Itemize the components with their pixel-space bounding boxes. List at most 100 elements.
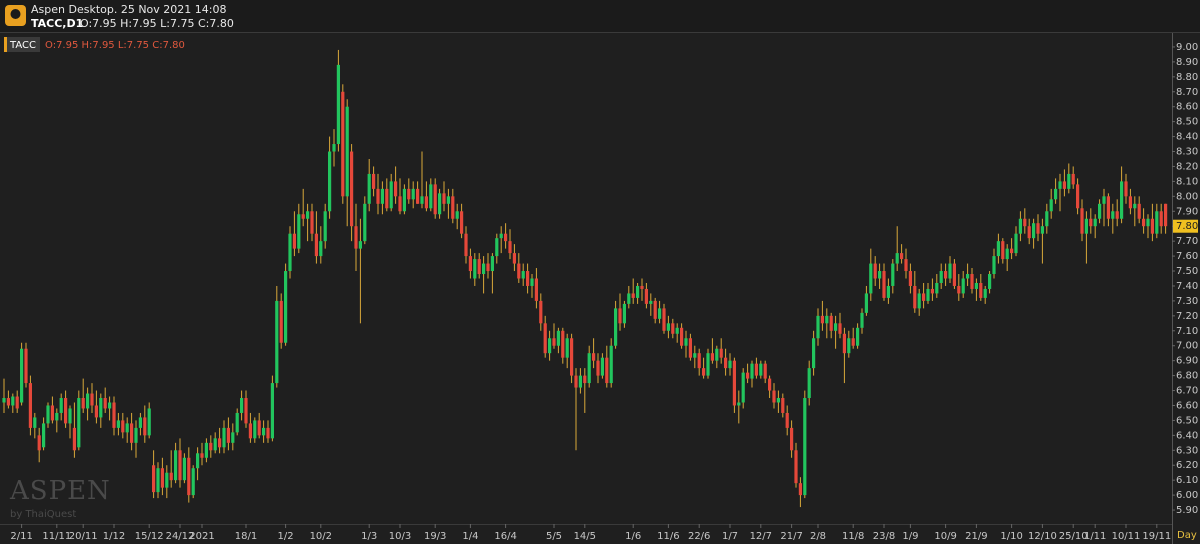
x-tick-label: 1/3 (361, 531, 377, 542)
candle-body (482, 263, 486, 275)
candle-body (301, 214, 305, 219)
candle-body (495, 238, 499, 257)
candle-body (438, 193, 442, 215)
candle-body (1005, 248, 1009, 260)
x-tick-label: 1/4 (462, 531, 478, 542)
y-tick-label: 8.20 (1176, 161, 1198, 172)
y-tick-label: 7.00 (1176, 341, 1198, 352)
legend-ohlc: O:7.95 H:7.95 L:7.75 C:7.80 (45, 40, 185, 51)
header-bar (0, 0, 1200, 32)
candle-body (372, 173, 376, 189)
candle-body (433, 184, 437, 215)
candle-body (103, 398, 107, 409)
x-tick-label: 24/12 (166, 531, 195, 542)
x-tick-label: 16/4 (494, 531, 516, 542)
candle-body (196, 453, 200, 469)
x-tick-label: 12/7 (750, 531, 772, 542)
candle-body (152, 465, 156, 493)
candle-body (46, 405, 50, 424)
candle-body (231, 432, 235, 443)
candle-body (222, 427, 226, 448)
y-tick-label: 8.40 (1176, 132, 1198, 143)
candle-body (394, 181, 398, 197)
candle-body (191, 468, 195, 496)
candle-body (1076, 184, 1080, 209)
candle-body (1032, 223, 1036, 239)
y-tick-label: 6.60 (1176, 400, 1198, 411)
candle-body (900, 253, 904, 260)
candle-body (130, 423, 134, 443)
candle-body (473, 259, 477, 279)
candle-body (1027, 226, 1031, 239)
candle-body (468, 256, 472, 272)
y-tick-label: 6.40 (1176, 430, 1198, 441)
candle-body (666, 323, 670, 331)
candle-body (983, 288, 987, 298)
y-tick-label: 8.30 (1176, 147, 1198, 158)
y-tick-label: 8.50 (1176, 117, 1198, 128)
candle-body (790, 427, 794, 451)
candle-body (235, 412, 239, 433)
candle-body (671, 323, 675, 334)
candle-body (636, 285, 640, 298)
candle-body (605, 357, 609, 384)
candle-body (28, 383, 32, 428)
app-title: Aspen Desktop. 25 Nov 2021 14:08 (31, 3, 226, 16)
y-tick-label: 6.50 (1176, 415, 1198, 426)
candle-body (710, 353, 714, 361)
candle-body (1023, 218, 1027, 227)
candle-body (794, 450, 798, 484)
candle-body (240, 398, 244, 413)
candle-body (1120, 181, 1124, 219)
candle-body (314, 233, 318, 257)
candle-body (702, 368, 706, 376)
y-tick-label: 9.00 (1176, 42, 1198, 53)
candle-body (385, 188, 389, 209)
y-tick-label: 8.00 (1176, 191, 1198, 202)
candle-body (20, 348, 24, 403)
symbol: TACC,D1 (31, 17, 83, 30)
candle-body (917, 293, 921, 309)
candle-body (1142, 218, 1146, 227)
x-tick-label: 11/8 (842, 531, 864, 542)
candle-body (1124, 181, 1128, 197)
candle-body (574, 375, 578, 388)
candle-body (244, 398, 248, 424)
x-tick-label: 2/8 (810, 531, 826, 542)
watermark-subtitle: by ThaiQuest (10, 509, 76, 520)
candle-body (847, 338, 851, 354)
x-tick-label: 1/6 (625, 531, 641, 542)
candle-body (1093, 218, 1097, 227)
candle-body (869, 263, 873, 294)
candle-body (1018, 218, 1022, 234)
candle-body (460, 211, 464, 234)
candle-body (367, 173, 371, 204)
candle-body (1098, 203, 1102, 219)
x-tick-label: 1/9 (902, 531, 918, 542)
candle-body (1049, 199, 1053, 212)
candle-body (521, 271, 525, 279)
candle-body (248, 423, 252, 439)
candle-body (350, 151, 354, 227)
x-tick-label: 12/10 (1028, 531, 1057, 542)
candle-body (416, 188, 420, 204)
candle-body (292, 233, 296, 249)
x-tick-label: 23/8 (873, 531, 895, 542)
candle-body (354, 226, 358, 249)
candle-body (1010, 248, 1014, 254)
candle-body (24, 348, 28, 384)
candle-body (534, 278, 538, 301)
legend-accent (4, 37, 7, 52)
candle-body (719, 348, 723, 358)
candle-body (323, 211, 327, 242)
candle-body (108, 402, 112, 409)
candle-body (592, 353, 596, 361)
candle-body (218, 438, 222, 448)
x-tick-label: 14/5 (574, 531, 596, 542)
candle-body (209, 442, 213, 451)
x-tick-label: 5/5 (546, 531, 562, 542)
y-tick-label: 8.80 (1176, 72, 1198, 83)
candle-body (961, 278, 965, 294)
